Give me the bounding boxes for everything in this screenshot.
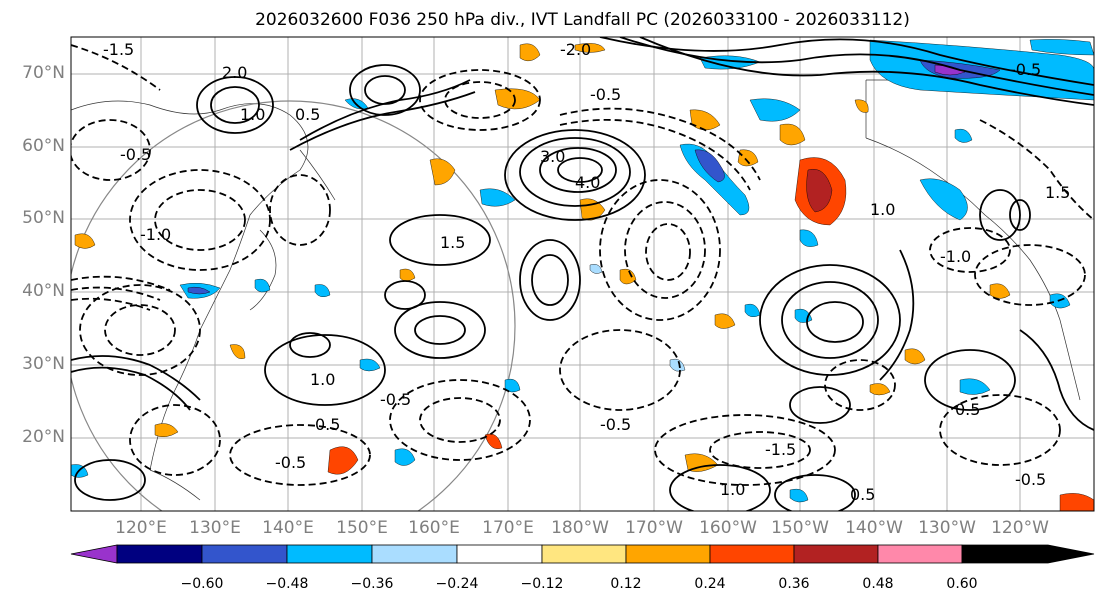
contour-label: -0.5 [1010,60,1041,79]
colorbar-tick-label: −0.12 [520,576,564,592]
contour-label: -0.5 [120,145,151,164]
contours-positive [71,37,1094,511]
colorbar-segment [625,544,711,564]
contours-negative [71,44,1094,486]
contour-label: 3.0 [540,147,565,166]
lon-label: 150°W [771,518,829,538]
colorbar-tick-label: −0.60 [180,576,224,592]
lon-label: 180°W [551,518,609,538]
contour-label: -0.5 [275,453,306,472]
lon-label: 160°W [699,518,757,538]
contour-label: 2.0 [222,63,247,82]
contour-label: -1.5 [765,440,796,459]
lon-label: 120°W [991,518,1049,538]
lat-label: 30°N [22,354,65,374]
lon-label: 140°W [845,518,903,538]
colorbar [70,544,1095,564]
contour-label: 1.0 [240,105,265,124]
lon-label: 130°E [189,518,241,538]
contour-label: 1.0 [310,370,335,389]
colorbar-tick-label: −0.24 [435,576,479,592]
colorbar-segment [70,544,118,564]
lat-label: 60°N [22,136,65,156]
colorbar-segment [877,544,963,564]
contour-label: -0.5 [600,415,631,434]
colorbar-segment [456,544,543,564]
colorbar-tick-label: −0.36 [350,576,394,592]
colorbar-segment [371,544,458,564]
contour-label: -1.0 [940,247,971,266]
contour-label: -0.5 [380,390,411,409]
contour-label: -0.5 [590,85,621,104]
contour-label: 1.0 [720,480,745,499]
colorbar-tick-label: 0.36 [778,576,810,592]
map-frame [70,36,1095,512]
colorbar-segment [116,544,203,564]
colorbar-tick-label: 0.24 [694,576,726,592]
lon-label: 120°E [115,518,167,538]
lat-label: 40°N [22,281,65,301]
contour-label: 0.5 [955,400,980,419]
colorbar-tick-label: 0.60 [946,576,978,592]
colorbar-segment [961,544,1095,564]
contour-label: -1.0 [140,225,171,244]
gridlines [71,37,1094,511]
colorbar-tick-label: 0.12 [610,576,642,592]
lat-label: 50°N [22,208,65,228]
contour-labels: -1.5 -2.0 2.0 -0.5 0.5 -1.0 1.5 3.0 4.0 … [103,40,1070,504]
lat-label: 70°N [22,63,65,83]
lon-label: 170°W [625,518,683,538]
colorbar-segment [709,544,795,564]
colorbar-segment [286,544,373,564]
colorbar-tick-label: −0.48 [265,576,309,592]
lon-label: 160°E [408,518,460,538]
colorbar-segment [541,544,627,564]
lon-label: 150°E [336,518,388,538]
contour-label: 1.5 [1045,183,1070,202]
lon-label: 130°W [918,518,976,538]
contour-label: 0.5 [295,105,320,124]
lat-label: 20°N [22,427,65,447]
contour-label: 4.0 [575,173,600,192]
map-title: 2026032600 F036 250 hPa div., IVT Landfa… [255,10,910,30]
contour-label: 1.5 [440,233,465,252]
contour-label: -1.5 [103,40,134,59]
lon-label: 140°E [262,518,314,538]
contour-label: 1.0 [870,200,895,219]
landfall-circle [71,100,516,511]
contour-label: -2.0 [560,40,591,59]
lon-label: 170°E [482,518,534,538]
contour-label: -0.5 [1015,470,1046,489]
colorbar-segment [793,544,879,564]
colorbar-segment [201,544,288,564]
contour-label: 0.5 [315,415,340,434]
contour-label: 0.5 [850,485,875,504]
colorbar-tick-label: 0.48 [862,576,894,592]
